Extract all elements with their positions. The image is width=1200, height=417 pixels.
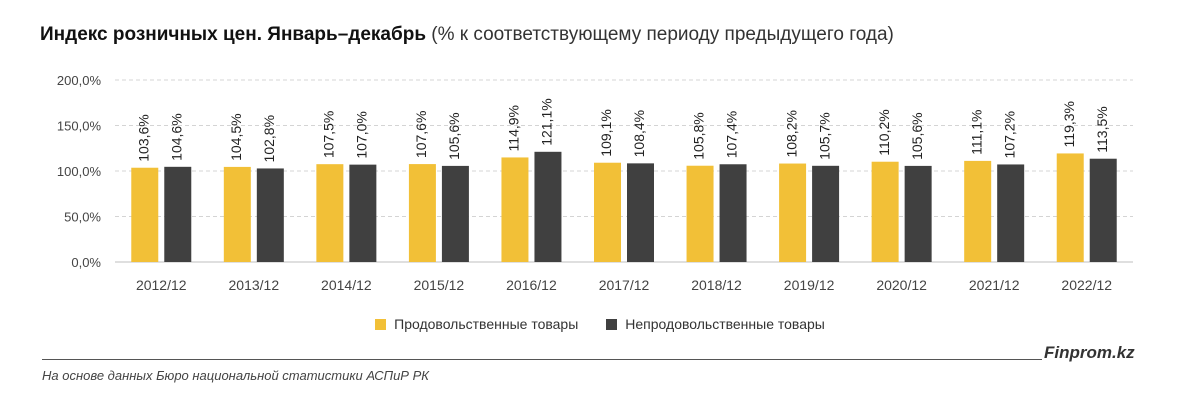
y-tick-label: 150,0% [57,119,102,134]
footer-divider [42,359,1042,360]
chart-title-main: Индекс розничных цен. Январь–декабрь [40,24,426,45]
legend-label-food: Продовольственные товары [394,316,579,332]
bar [131,167,159,262]
data-label: 108,4% [631,110,647,157]
chart-title: Индекс розничных цен. Январь–декабрь (% … [40,24,894,46]
x-tick-label: 2016/12 [506,277,557,293]
y-tick-label: 100,0% [57,164,102,179]
data-label: 107,4% [724,111,740,158]
data-label: 107,2% [1001,111,1017,158]
bar [256,168,284,262]
x-tick-label: 2017/12 [599,277,650,293]
brand-logo-text: Finprom.kz [1044,343,1135,362]
data-label: 110,2% [876,109,892,155]
data-label: 109,1% [598,109,614,156]
data-label: 105,6% [446,112,462,159]
bar [964,160,992,262]
bar [871,161,899,262]
data-label: 108,2% [783,110,799,157]
data-label: 107,6% [413,111,429,158]
legend-item-food: Продовольственные товары [375,316,578,332]
bar [779,163,807,262]
data-label: 113,5% [1094,106,1110,152]
y-tick-label: 50,0% [64,210,101,225]
data-label: 111,1% [968,109,984,154]
x-tick-label: 2012/12 [136,277,187,293]
bar [164,166,192,262]
data-label: 121,1% [539,98,555,145]
y-tick-label: 0,0% [71,255,101,270]
data-label: 105,6% [909,112,925,159]
legend: Продовольственные товары Непродовольстве… [0,316,1200,332]
data-label: 104,6% [168,113,184,160]
data-label: 105,8% [691,112,707,159]
bar [904,165,932,262]
data-label: 104,5% [228,113,244,160]
y-tick-label: 200,0% [57,73,102,88]
bar [719,164,747,262]
bar [534,151,562,262]
x-tick-label: 2018/12 [691,277,742,293]
bar [594,162,621,262]
bar [316,164,344,262]
data-label: 107,0% [354,111,370,158]
bar [441,165,469,262]
data-label: 105,7% [816,112,832,159]
bar [1056,153,1084,262]
data-label: 114,9% [506,105,522,151]
bar [501,157,529,262]
legend-item-nonfood: Непродовольственные товары [606,316,825,332]
legend-swatch-food [375,318,387,330]
bar [408,164,436,262]
x-tick-label: 2013/12 [229,277,280,293]
legend-swatch-nonfood [606,318,618,330]
data-label: 102,8% [261,115,277,162]
data-label: 103,6% [135,114,151,161]
bar [627,163,654,262]
x-tick-label: 2020/12 [876,277,927,293]
bar [686,165,714,262]
bar [1089,158,1117,262]
chart-title-sub: (% к соответствующему периоду предыдущег… [431,24,894,45]
bar-chart: 0,0% 50,0% 100,0% 150,0% 200,0% 103,6% 104,6% 2… [57,73,1133,293]
legend-label-nonfood: Непродовольственные товары [625,316,825,332]
bar [349,164,377,262]
data-label: 107,5% [321,111,337,158]
bar [812,165,840,262]
x-tick-label: 2022/12 [1061,277,1112,293]
data-label: 119,3% [1061,101,1077,147]
x-tick-label: 2021/12 [969,277,1020,293]
source-note: На основе данных Бюро национальной стати… [42,368,429,383]
x-tick-label: 2014/12 [321,277,372,293]
bar [997,164,1025,262]
x-tick-label: 2015/12 [414,277,465,293]
x-tick-label: 2019/12 [784,277,835,293]
bar [223,166,251,262]
